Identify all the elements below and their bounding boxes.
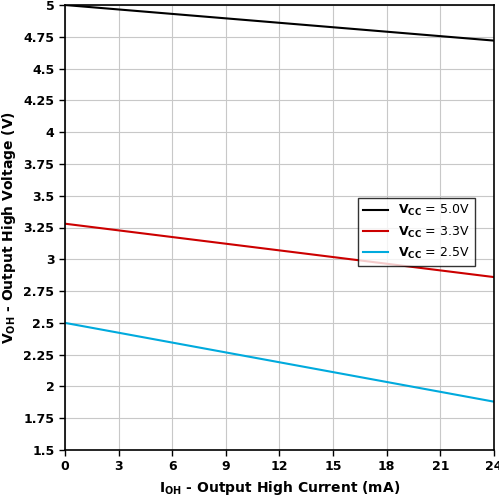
$\mathbf{V_{CC}}$ = 5.0V <box>265 19 271 25</box>
$\mathbf{V_{CC}}$ = 2.5V <box>414 384 420 390</box>
$\mathbf{V_{CC}}$ = 5.0V <box>414 31 420 37</box>
$\mathbf{V_{CC}}$ = 3.3V <box>268 246 274 252</box>
$\mathbf{V_{CC}}$ = 5.0V <box>268 19 274 25</box>
X-axis label: $\mathbf{I_{OH}}$ - Output High Current (mA): $\mathbf{I_{OH}}$ - Output High Current … <box>159 479 400 497</box>
$\mathbf{V_{CC}}$ = 2.5V <box>294 362 300 368</box>
Y-axis label: $\mathbf{V_{OH}}$ - Output High Voltage (V): $\mathbf{V_{OH}}$ - Output High Voltage … <box>0 111 18 344</box>
Line: $\mathbf{V_{CC}}$ = 2.5V: $\mathbf{V_{CC}}$ = 2.5V <box>65 323 494 402</box>
$\mathbf{V_{CC}}$ = 2.5V <box>491 398 497 404</box>
$\mathbf{V_{CC}}$ = 2.5V <box>481 397 487 403</box>
$\mathbf{V_{CC}}$ = 5.0V <box>294 22 300 28</box>
$\mathbf{V_{CC}}$ = 5.0V <box>491 38 497 44</box>
$\mathbf{V_{CC}}$ = 3.3V <box>491 274 497 280</box>
$\mathbf{V_{CC}}$ = 3.3V <box>414 264 420 270</box>
$\mathbf{V_{CC}}$ = 2.5V <box>265 358 271 364</box>
Line: $\mathbf{V_{CC}}$ = 5.0V: $\mathbf{V_{CC}}$ = 5.0V <box>65 5 494 41</box>
$\mathbf{V_{CC}}$ = 5.0V <box>317 23 323 29</box>
$\mathbf{V_{CC}}$ = 2.5V <box>62 320 68 326</box>
$\mathbf{V_{CC}}$ = 3.3V <box>317 252 323 258</box>
$\mathbf{V_{CC}}$ = 3.3V <box>265 246 271 252</box>
$\mathbf{V_{CC}}$ = 3.3V <box>481 273 487 279</box>
$\mathbf{V_{CC}}$ = 2.5V <box>268 358 274 364</box>
Legend: $\mathbf{V_{CC}}$ = 5.0V, $\mathbf{V_{CC}}$ = 3.3V, $\mathbf{V_{CC}}$ = 2.5V: $\mathbf{V_{CC}}$ = 5.0V, $\mathbf{V_{CC… <box>358 198 475 266</box>
$\mathbf{V_{CC}}$ = 5.0V <box>62 2 68 8</box>
$\mathbf{V_{CC}}$ = 3.3V <box>62 220 68 226</box>
Line: $\mathbf{V_{CC}}$ = 3.3V: $\mathbf{V_{CC}}$ = 3.3V <box>65 224 494 277</box>
$\mathbf{V_{CC}}$ = 3.3V <box>294 250 300 256</box>
$\mathbf{V_{CC}}$ = 5.0V <box>481 36 487 43</box>
$\mathbf{V_{CC}}$ = 2.5V <box>317 367 323 373</box>
